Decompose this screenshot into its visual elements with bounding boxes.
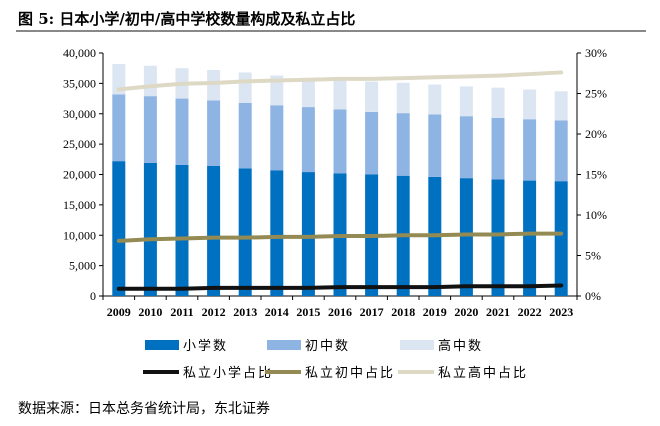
bar-3-2014 bbox=[270, 75, 284, 106]
bar-3-2012 bbox=[207, 70, 221, 101]
bar-1-2014 bbox=[270, 170, 284, 296]
bar-3-2020 bbox=[459, 86, 473, 117]
bar-3-2022 bbox=[523, 89, 537, 120]
bar-3-2019 bbox=[428, 84, 442, 115]
legend-label: 私立初中占比 bbox=[305, 365, 395, 380]
line-series-2 bbox=[116, 231, 564, 243]
legend-swatch bbox=[267, 340, 301, 350]
bar-1-2021 bbox=[491, 179, 505, 296]
bar-3-2023 bbox=[554, 91, 568, 121]
line-series-1 bbox=[116, 283, 564, 291]
bar-1-2020 bbox=[459, 178, 473, 296]
bar-1-2012 bbox=[207, 165, 221, 296]
x-tick-label: 2009 bbox=[107, 305, 131, 319]
x-tick-label: 2014 bbox=[265, 305, 289, 319]
legend-item: 初中数 bbox=[267, 338, 350, 353]
x-tick-label: 2020 bbox=[454, 305, 478, 319]
bar-3-2015 bbox=[301, 77, 315, 108]
x-tick-label: 2013 bbox=[233, 305, 257, 319]
legend-item: 私立高中占比 bbox=[398, 365, 528, 380]
legend-label: 初中数 bbox=[305, 338, 350, 353]
figure-title: 图 5: 日本小学/初中/高中学校数量构成及私立占比 bbox=[18, 10, 356, 28]
x-tick-label: 2016 bbox=[328, 305, 352, 319]
bar-3-2013 bbox=[238, 72, 252, 103]
left-tick-label: 30,000 bbox=[63, 107, 96, 121]
left-tick-label: 35,000 bbox=[63, 76, 96, 90]
x-tick-label: 2022 bbox=[518, 305, 542, 319]
legend-swatch bbox=[400, 340, 434, 350]
x-tick-label: 2021 bbox=[486, 305, 510, 319]
source-note: 数据来源：日本总务省统计局，东北证券 bbox=[18, 401, 270, 417]
bar-3-2009 bbox=[112, 63, 126, 95]
right-tick-label: 30% bbox=[585, 46, 607, 60]
right-tick-label: 20% bbox=[585, 127, 607, 141]
bar-1-2023 bbox=[554, 181, 568, 296]
legend-label: 私立高中占比 bbox=[438, 365, 528, 380]
bar-1-2015 bbox=[301, 172, 315, 296]
bar-2-2014 bbox=[270, 105, 284, 171]
bar-3-2010 bbox=[143, 65, 157, 97]
x-tick-label: 2015 bbox=[296, 305, 320, 319]
left-tick-label: 10,000 bbox=[63, 228, 96, 242]
legend-item: 小学数 bbox=[145, 338, 228, 353]
bar-2-2010 bbox=[143, 96, 157, 163]
bar-2-2019 bbox=[428, 114, 442, 177]
right-tick-label: 25% bbox=[585, 87, 607, 101]
bar-2-2023 bbox=[554, 120, 568, 182]
bar-2-2011 bbox=[175, 98, 189, 165]
bar-2-2020 bbox=[459, 116, 473, 179]
x-tick-label: 2019 bbox=[423, 305, 447, 319]
left-tick-label: 0 bbox=[90, 289, 96, 303]
bar-2-2009 bbox=[112, 94, 126, 162]
bar-3-2017 bbox=[365, 81, 379, 112]
bar-2-2021 bbox=[491, 118, 505, 180]
legend-label: 小学数 bbox=[183, 338, 228, 353]
x-tick-label: 2017 bbox=[360, 305, 384, 319]
legend-label: 高中数 bbox=[438, 338, 483, 353]
x-tick-label: 2010 bbox=[138, 305, 162, 319]
x-tick-label: 2018 bbox=[391, 305, 415, 319]
left-tick-label: 20,000 bbox=[63, 168, 96, 182]
x-tick-label: 2011 bbox=[170, 305, 193, 319]
x-tick-label: 2023 bbox=[549, 305, 573, 319]
bar-2-2013 bbox=[238, 102, 252, 169]
right-tick-label: 15% bbox=[585, 168, 607, 182]
bar-1-2022 bbox=[523, 180, 537, 296]
line-series-3 bbox=[116, 70, 564, 92]
bar-1-2011 bbox=[175, 164, 189, 296]
left-tick-label: 15,000 bbox=[63, 198, 96, 212]
bar-2-2016 bbox=[333, 109, 347, 174]
legend-item: 私立小学占比 bbox=[143, 365, 273, 380]
bar-2-2018 bbox=[396, 113, 410, 176]
bar-2-2022 bbox=[523, 119, 537, 181]
bar-3-2018 bbox=[396, 82, 410, 114]
legend-swatch bbox=[145, 340, 179, 350]
bar-3-2021 bbox=[491, 87, 505, 119]
bar-2-2012 bbox=[207, 100, 221, 166]
bar-1-2010 bbox=[143, 162, 157, 296]
left-tick-label: 40,000 bbox=[63, 46, 96, 60]
legend-item: 高中数 bbox=[400, 338, 483, 353]
left-tick-label: 5,000 bbox=[69, 259, 96, 273]
bar-2-2015 bbox=[301, 107, 315, 173]
legend-item: 私立初中占比 bbox=[265, 365, 395, 380]
bar-3-2016 bbox=[333, 79, 347, 110]
title-divider bbox=[16, 30, 646, 32]
x-tick-label: 2012 bbox=[202, 305, 226, 319]
bar-2-2017 bbox=[365, 111, 379, 175]
right-tick-label: 5% bbox=[585, 249, 601, 263]
bar-1-2009 bbox=[112, 161, 126, 296]
bar-1-2013 bbox=[238, 168, 252, 296]
right-tick-label: 10% bbox=[585, 208, 607, 222]
left-tick-label: 25,000 bbox=[63, 137, 96, 151]
right-tick-label: 0% bbox=[585, 289, 601, 303]
legend-label: 私立小学占比 bbox=[183, 365, 273, 380]
